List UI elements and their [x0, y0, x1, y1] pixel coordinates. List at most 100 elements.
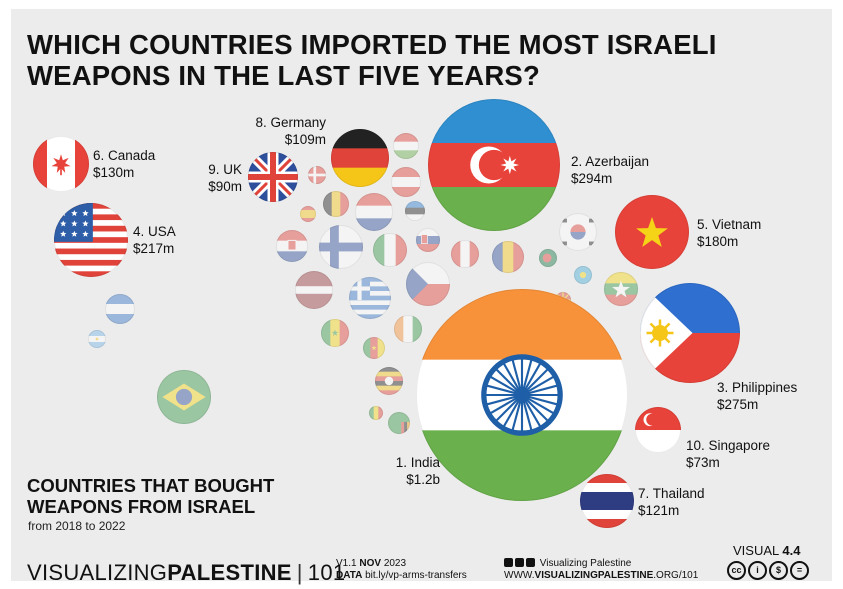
data-label: DATA	[336, 570, 363, 581]
bubble-usa	[54, 203, 128, 277]
label-germany: 8. Germany $109m	[246, 114, 326, 148]
label-philippines-value: $275m	[717, 397, 759, 412]
social-info: Visualizing Palestine WWW.VISUALIZINGPAL…	[504, 558, 698, 582]
bubble-czechia	[406, 262, 450, 306]
version-year: 2023	[383, 558, 407, 569]
title-line-2: WEAPONS IN THE LAST FIVE YEARS?	[27, 60, 540, 91]
facebook-icon[interactable]	[526, 558, 535, 567]
data-source-line: DATA bit.ly/vp-arms-transfers	[336, 570, 467, 582]
twitter-icon[interactable]	[515, 558, 524, 567]
version-info: V1.1 NOV 2023 DATA bit.ly/vp-arms-transf…	[336, 558, 467, 582]
label-vietnam-value: $180m	[697, 234, 739, 249]
bubble-thailand	[580, 474, 634, 528]
label-canada-value: $130m	[93, 165, 135, 180]
bubble-netherlands	[355, 193, 393, 231]
label-vietnam: 5. Vietnam $180m	[697, 216, 761, 250]
instagram-icon[interactable]	[504, 558, 513, 567]
website-url[interactable]: WWW.VISUALIZINGPALESTINE.ORG/101	[504, 570, 698, 582]
label-uk-name: 9. UK	[208, 162, 242, 177]
label-usa: 4. USA $217m	[133, 223, 176, 257]
bubble-germany	[331, 129, 389, 187]
bubble-denmark	[308, 166, 326, 184]
social-line: Visualizing Palestine	[504, 558, 698, 570]
bubble-bangladesh	[539, 249, 557, 267]
legend-heading: COUNTRIES THAT BOUGHT WEAPONS FROM ISRAE…	[27, 475, 274, 517]
bubble-vietnam	[615, 195, 689, 269]
visual-number: VISUAL 4.4	[733, 543, 800, 558]
bubble-uk	[248, 152, 298, 202]
label-azerbaijan-name: 2. Azerbaijan	[571, 154, 650, 169]
label-uk-value: $90m	[208, 179, 242, 194]
label-india-name: 1. India	[395, 455, 440, 470]
label-philippines: 3. Philippines $275m	[717, 379, 797, 413]
url-bold: VISUALIZINGPALESTINE	[534, 570, 654, 581]
bubble-brazil	[157, 370, 211, 424]
label-germany-value: $109m	[284, 132, 326, 147]
license-icons: cc i $ =	[727, 560, 811, 580]
version-line: V1.1 NOV 2023	[336, 558, 467, 570]
url-suffix: .ORG/101	[653, 570, 699, 581]
label-philippines-name: 3. Philippines	[717, 380, 798, 395]
bubble-kazakhstan	[574, 266, 592, 284]
bubble-italy	[373, 233, 407, 267]
bubble-croatia	[276, 230, 308, 262]
bubble-slovakia	[416, 228, 440, 252]
nd-icon: =	[790, 561, 809, 580]
bubble-uganda	[375, 367, 403, 395]
bubble-peru	[451, 240, 479, 268]
bubble-senegal	[321, 319, 349, 347]
bubble-cote-divoire	[394, 315, 422, 343]
bubble-hungary	[393, 133, 419, 159]
visual-label: VISUAL	[733, 543, 779, 558]
label-vietnam-name: 5. Vietnam	[697, 217, 762, 232]
brand-logo: VISUALIZINGPALESTINE | 101	[27, 560, 345, 586]
label-singapore-name: 10. Singapore	[686, 438, 771, 453]
brand-separator: |	[296, 560, 303, 585]
label-singapore: 10. Singapore $73m	[686, 437, 770, 471]
bubble-argentina	[88, 330, 106, 348]
label-germany-name: 8. Germany	[255, 115, 326, 130]
label-uk: 9. UK $90m	[196, 161, 242, 195]
legend-heading-line-2: WEAPONS FROM ISRAEL	[27, 496, 256, 517]
label-thailand-name: 7. Thailand	[638, 486, 705, 501]
bubble-romania	[492, 241, 524, 273]
bubble-finland	[319, 225, 363, 269]
label-singapore-value: $73m	[686, 455, 720, 470]
bubble-zambia	[388, 412, 410, 434]
by-icon: i	[748, 561, 767, 580]
bubble-singapore	[635, 407, 681, 453]
bubble-belgium	[323, 191, 349, 217]
social-name: Visualizing Palestine	[539, 558, 632, 569]
bubble-cameroon	[363, 337, 385, 359]
title-line-1: WHICH COUNTRIES IMPORTED THE MOST ISRAEL…	[27, 29, 717, 60]
label-thailand: 7. Thailand $121m	[638, 485, 705, 519]
bubble-south-korea	[559, 213, 597, 251]
brand-light: VISUALIZING	[27, 560, 168, 585]
data-link[interactable]: bit.ly/vp-arms-transfers	[365, 570, 467, 581]
nc-icon: $	[769, 561, 788, 580]
url-prefix: WWW.	[504, 570, 535, 581]
label-india: 1. India $1.2b	[380, 454, 440, 488]
bubble-myanmar	[604, 272, 638, 306]
bubble-estonia	[405, 201, 425, 221]
label-azerbaijan: 2. Azerbaijan $294m	[571, 153, 649, 187]
brand-bold: PALESTINE	[167, 560, 292, 585]
bubble-austria	[391, 167, 421, 197]
label-canada-name: 6. Canada	[93, 148, 156, 163]
label-thailand-value: $121m	[638, 503, 680, 518]
date-range: from 2018 to 2022	[28, 519, 126, 533]
label-azerbaijan-value: $294m	[571, 171, 613, 186]
bubble-honduras	[105, 294, 135, 324]
bubble-mali	[369, 406, 383, 420]
brand-number: 101	[307, 560, 346, 585]
bubble-latvia	[295, 271, 333, 309]
label-usa-name: 4. USA	[133, 224, 176, 239]
legend-heading-line-1: COUNTRIES THAT BOUGHT	[27, 475, 275, 496]
bubble-spain	[300, 206, 316, 222]
label-canada: 6. Canada $130m	[93, 147, 155, 181]
label-india-value: $1.2b	[406, 472, 440, 487]
visual-num: 4.4	[782, 543, 801, 558]
cc-icon: cc	[727, 561, 746, 580]
version-month: NOV	[359, 558, 382, 569]
